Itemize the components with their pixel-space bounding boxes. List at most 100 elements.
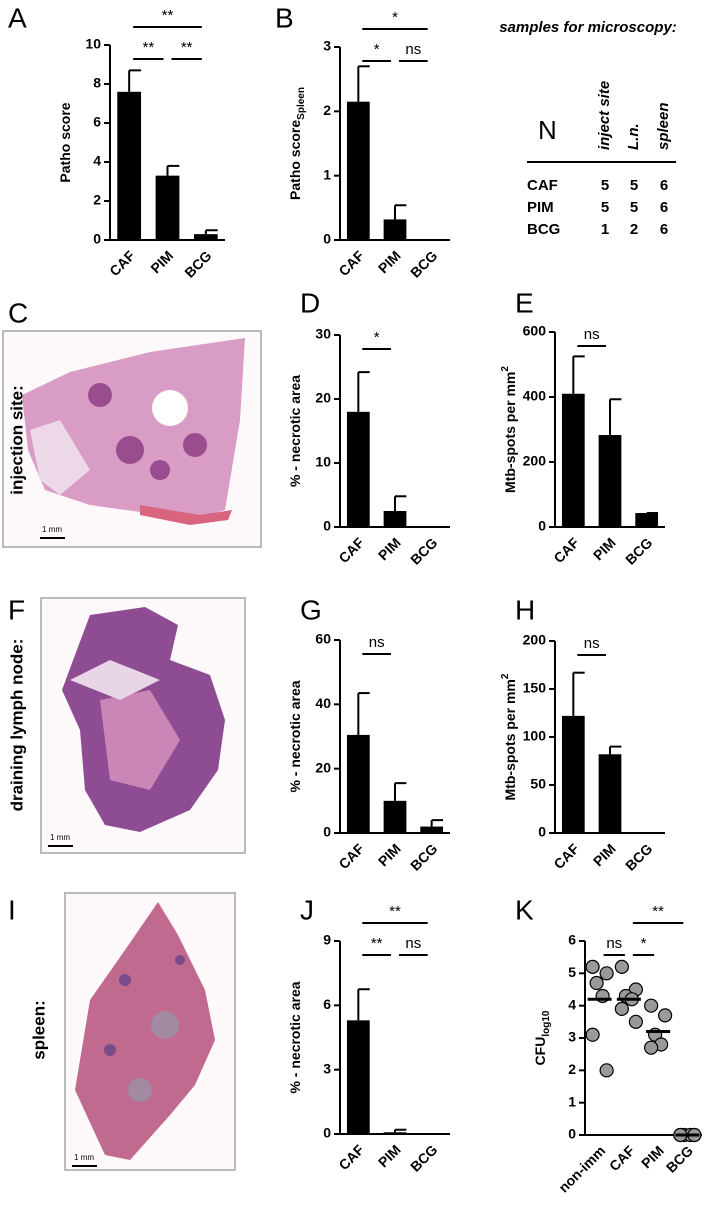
y-tick-label: 6	[323, 996, 331, 1012]
y-tick-label: 2	[93, 192, 101, 208]
panel-letter: H	[515, 594, 535, 625]
table-cell: 2	[630, 221, 638, 238]
data-point	[644, 1040, 659, 1055]
bar	[561, 715, 585, 833]
y-tick-label: 200	[523, 632, 547, 648]
table-row-label: BCG	[527, 221, 560, 238]
panel-letter: D	[300, 287, 320, 318]
table-column-header: L.n.	[625, 123, 642, 150]
data-point	[599, 966, 614, 981]
y-axis-label: % - necrotic area	[287, 981, 303, 1093]
bar	[598, 435, 622, 527]
table-column-header: spleen	[655, 102, 672, 150]
y-tick-label: 6	[568, 932, 576, 948]
y-tick-label: 4	[568, 996, 576, 1012]
table-cell: 5	[601, 199, 609, 216]
y-tick-label: 1	[568, 1093, 576, 1109]
y-axis-label: % - necrotic area	[287, 375, 303, 487]
significance-label: **	[371, 935, 383, 952]
significance-label: **	[142, 39, 154, 56]
data-point	[585, 1027, 600, 1042]
y-tick-label: 400	[523, 388, 547, 404]
y-axis-label: CFUlog10	[532, 1010, 552, 1065]
panel-letter: J	[300, 894, 314, 925]
table-column-header: inject site	[596, 81, 613, 150]
y-tick-label: 3	[323, 1060, 331, 1076]
y-tick-label: 2	[323, 102, 331, 118]
table-title: samples for microscopy:	[499, 19, 677, 36]
significance-label: *	[374, 329, 380, 346]
data-point	[614, 959, 629, 974]
y-tick-label: 0	[538, 518, 546, 534]
bar	[346, 1020, 370, 1134]
panel-letter: F	[8, 594, 25, 625]
y-tick-label: 0	[568, 1126, 576, 1142]
table-cell: 6	[660, 199, 668, 216]
y-tick-label: 0	[538, 824, 546, 840]
significance-label: **	[652, 903, 664, 920]
y-tick-label: 4	[93, 153, 101, 169]
significance-label: *	[374, 41, 380, 58]
data-point	[658, 1008, 673, 1023]
panel-letter: E	[515, 287, 534, 318]
image-lymph-node	[40, 597, 246, 854]
y-axis-label-text: % - necrotic area	[287, 680, 303, 792]
bar	[193, 234, 218, 240]
data-point	[599, 1063, 614, 1078]
y-axis-label-sub: log10	[541, 1010, 552, 1037]
y-tick-label: 100	[523, 728, 547, 744]
y-tick-label: 0	[323, 824, 331, 840]
y-tick-label: 60	[315, 631, 331, 647]
y-axis-label: Mtb-spots per mm2	[500, 673, 518, 800]
panel-letter: G	[300, 594, 322, 625]
panel-letter: C	[8, 297, 28, 328]
panel-letter: I	[8, 894, 16, 925]
y-tick-label: 150	[523, 680, 547, 696]
bar	[598, 754, 622, 833]
y-tick-label: 9	[323, 932, 331, 948]
y-tick-label: 200	[523, 453, 547, 469]
y-axis-label: % - necrotic area	[287, 680, 303, 792]
bar	[635, 513, 659, 527]
y-axis-label: Patho score	[57, 102, 73, 182]
y-axis-label-text: % - necrotic area	[287, 375, 303, 487]
y-tick-label: 40	[315, 695, 331, 711]
bar	[155, 175, 180, 240]
table-row-label: PIM	[527, 199, 554, 216]
y-axis-label-text: Patho score	[287, 120, 303, 200]
significance-label: **	[389, 903, 401, 920]
significance-label: **	[162, 7, 174, 24]
panel-letter: A	[8, 2, 27, 33]
y-axis-label-text: % - necrotic area	[287, 981, 303, 1093]
table-corner: N	[538, 115, 557, 145]
y-axis-label: Mtb-spots per mm2	[500, 366, 518, 493]
y-tick-label: 3	[323, 38, 331, 54]
data-point	[589, 975, 604, 991]
significance-label: *	[392, 9, 398, 26]
significance-label: ns	[584, 326, 600, 343]
bar	[383, 800, 407, 833]
tissue-label: draining lymph node:	[7, 639, 26, 812]
y-tick-label: 1	[323, 166, 331, 182]
y-axis-label-sup: 2	[500, 673, 511, 679]
y-tick-label: 0	[323, 1125, 331, 1141]
y-tick-label: 0	[93, 231, 101, 247]
table-cell: 5	[630, 177, 638, 194]
scale-bar-label: 1 mm	[50, 833, 70, 842]
data-point	[585, 959, 600, 974]
table-cell: 6	[660, 221, 668, 238]
y-tick-label: 0	[323, 231, 331, 247]
bar	[117, 91, 142, 240]
y-tick-label: 50	[530, 776, 546, 792]
bar	[383, 1132, 407, 1134]
y-tick-label: 2	[568, 1061, 576, 1077]
table-cell: 1	[601, 221, 609, 238]
y-tick-label: 8	[93, 75, 101, 91]
bar	[346, 411, 370, 527]
data-point	[614, 1001, 629, 1017]
bar	[383, 219, 407, 240]
tissue-label: injection site:	[7, 385, 26, 495]
bar	[346, 734, 370, 833]
y-tick-label: 20	[315, 759, 331, 775]
y-axis-label-text: Mtb-spots per mm	[502, 679, 518, 800]
